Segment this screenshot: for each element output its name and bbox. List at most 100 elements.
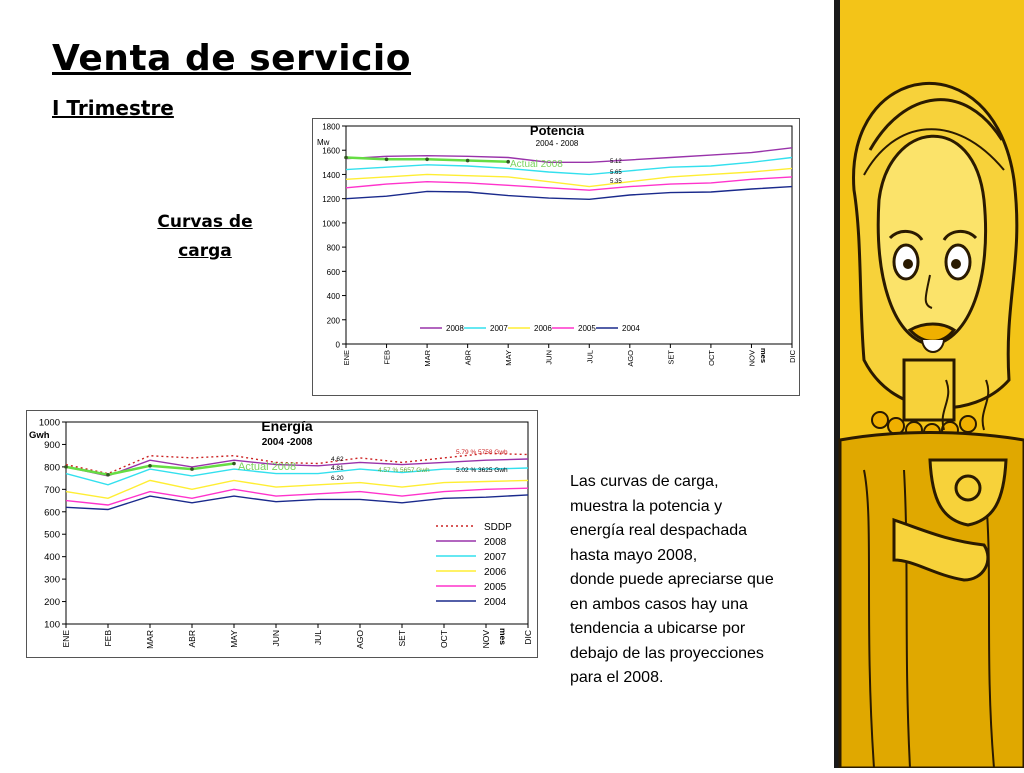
plot-area — [345, 125, 793, 345]
y-axis-label: Mw — [317, 138, 330, 147]
chart-subtitle: 2004 -2008 — [262, 437, 313, 448]
y-tick-label: 1000 — [39, 418, 60, 429]
body-text: Las curvas de carga, muestra la potencia… — [570, 470, 828, 691]
actual-point — [506, 159, 510, 164]
legend-label: SDDP — [484, 522, 512, 533]
actual-point — [106, 472, 110, 477]
y-tick-label: 600 — [44, 507, 60, 518]
annotation-label: 4.57 % 5657 Gwh — [378, 467, 430, 474]
annotation-label: 5.35 — [610, 179, 622, 185]
x-tick-label: AGO — [626, 350, 635, 367]
series-line-2006 — [65, 479, 529, 500]
y-tick-label: 100 — [44, 620, 60, 631]
x-tick-label: FEB — [103, 630, 113, 647]
x-axis-label: mes — [759, 348, 768, 363]
annotation-label: 5.79 % 5758 Gwh — [456, 449, 508, 456]
body-line: energía real despachada — [570, 522, 748, 539]
legend-label: 2005 — [578, 324, 596, 333]
x-tick-label: ENE — [342, 350, 351, 365]
annotation-label: 5.12 — [610, 159, 622, 165]
x-tick-label: JUL — [313, 630, 323, 645]
y-tick-label: 1200 — [322, 195, 340, 204]
series-line-2004 — [345, 185, 793, 201]
body-line: hasta mayo 2008, — [570, 546, 698, 564]
x-tick-label: OCT — [439, 630, 449, 648]
plot-area — [65, 421, 529, 625]
x-tick-label: NOV — [481, 630, 491, 649]
x-tick-label: MAY — [504, 350, 513, 366]
woman-illustration — [834, 0, 1024, 770]
y-tick-label: 200 — [44, 597, 60, 608]
annotation-label: 6.20 — [331, 475, 344, 482]
series-line-2008 — [345, 147, 793, 163]
x-tick-label: SET — [666, 350, 675, 365]
x-tick-label: MAR — [145, 630, 155, 649]
series-line-sddp — [65, 452, 529, 475]
x-tick-label: SET — [397, 630, 407, 647]
annotation-label: 5.02 % 3625 Gwh — [456, 467, 508, 474]
series-line-2005 — [65, 487, 529, 506]
x-tick-label: ENE — [61, 630, 71, 648]
actual-point — [344, 155, 348, 160]
series-line-2004 — [65, 494, 529, 511]
x-tick-label: JUN — [545, 350, 554, 365]
actual-point — [232, 461, 236, 466]
y-tick-label: 900 — [44, 440, 60, 451]
x-tick-label: DIC — [523, 630, 533, 645]
actual-point — [190, 467, 194, 471]
y-tick-label: 200 — [327, 316, 341, 325]
y-tick-label: 600 — [327, 268, 341, 277]
body-line: tendencia a ubicarse por — [570, 620, 746, 637]
y-tick-label: 1600 — [322, 147, 340, 156]
y-tick-label: 500 — [44, 530, 60, 541]
legend-label: 2008 — [446, 324, 464, 333]
y-tick-label: 0 — [336, 341, 341, 350]
actual-point — [384, 157, 389, 162]
x-tick-label: MAY — [229, 630, 239, 648]
actual-point — [425, 157, 429, 162]
body-line: en ambos casos hay una — [570, 595, 748, 613]
page-subtitle: I Trimestre — [52, 96, 174, 120]
legend-label: 2007 — [490, 324, 508, 333]
legend-label: 2007 — [484, 552, 507, 563]
legend-label: 2004 — [484, 597, 507, 608]
body-line: muestra la potencia y — [570, 497, 723, 515]
potencia-chart: 0 200 400 600 800 1000 1200 1400 1600 1800 Mw ENE FE… — [312, 118, 800, 396]
caption: Curvas de carga — [140, 208, 270, 266]
actual-point — [465, 158, 470, 163]
y-axis-label: Gwh — [29, 430, 50, 441]
chart-subtitle: 2004 - 2008 — [536, 139, 579, 148]
y-tick-label: 400 — [44, 552, 60, 563]
x-tick-label: JUL — [585, 350, 594, 363]
body-line: Las curvas de carga, — [570, 473, 719, 490]
x-tick-label: DIC — [788, 349, 797, 363]
body-line: debajo de las proyecciones — [570, 644, 764, 662]
y-tick-label: 1000 — [322, 219, 340, 228]
energia-chart: 100 200 300 400 500 600 700 800 900 1000 Gwh ENE FEB… — [26, 410, 538, 658]
x-tick-label: MAR — [423, 349, 432, 366]
x-tick-label: OCT — [707, 350, 716, 366]
legend-label: 2006 — [534, 324, 552, 333]
x-tick-label: NOV — [747, 350, 756, 366]
legend-label: 2005 — [484, 582, 507, 593]
legend-label: 2006 — [484, 567, 507, 578]
series-line-2008 — [65, 458, 529, 477]
y-tick-label: 700 — [44, 485, 60, 496]
annotation-label: 5.65 — [610, 170, 622, 176]
annotation-label: Actual 2008 — [238, 461, 296, 473]
legend-label: 2008 — [484, 537, 507, 548]
actual-point — [64, 465, 68, 469]
x-tick-label: AGO — [355, 630, 365, 649]
body-line: para el 2008. — [570, 669, 664, 686]
chart-svg: 0 200 400 600 800 1000 1200 1400 1600 1800 Mw ENE FE… — [312, 118, 800, 396]
page-title: Venta de servicio — [52, 38, 412, 79]
body-line: donde puede apreciarse que — [570, 571, 774, 588]
caption-line: Curvas de — [157, 212, 253, 232]
chart-title: Energía — [261, 418, 313, 434]
y-tick-label: 1800 — [322, 123, 340, 132]
x-tick-label: FEB — [383, 350, 392, 365]
y-tick-label: 400 — [327, 292, 341, 301]
y-tick-label: 1400 — [322, 171, 340, 180]
x-tick-label: ABR — [464, 349, 473, 365]
